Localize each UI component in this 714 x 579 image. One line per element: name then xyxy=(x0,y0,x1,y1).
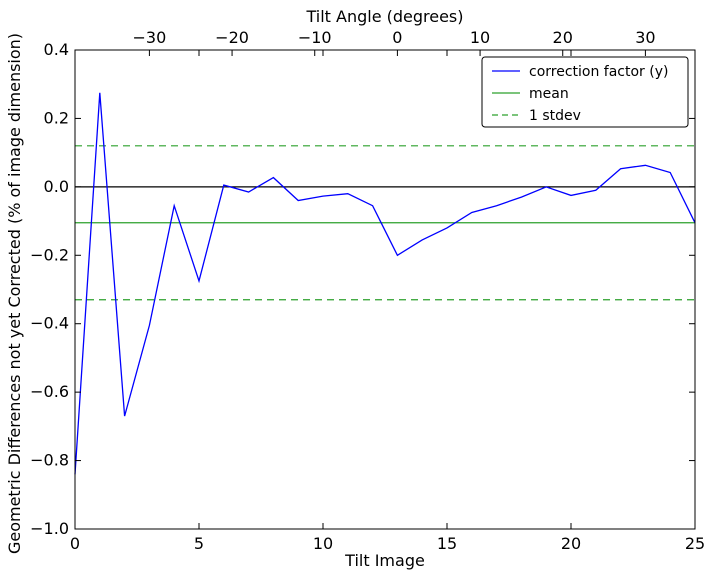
legend: correction factor (y) mean 1 stdev xyxy=(481,56,689,128)
y-tick-label: 0.4 xyxy=(44,40,69,59)
y-axis-label: Geometric Differences not yet Corrected … xyxy=(5,33,24,554)
top-x-tick-label: −10 xyxy=(298,28,332,47)
top-x-tick-label: 0 xyxy=(392,28,402,47)
y-tick-label: 0.0 xyxy=(44,177,69,196)
top-x-tick-label: −30 xyxy=(133,28,167,47)
x-tick-label: 5 xyxy=(194,534,204,553)
y-tick-label: −1.0 xyxy=(30,519,69,538)
legend-box xyxy=(481,56,689,128)
y-tick-label: −0.6 xyxy=(30,382,69,401)
top-x-tick-label: −20 xyxy=(215,28,249,47)
top-x-axis: −30 −20 −10 0 10 20 30 xyxy=(133,28,656,56)
x-tick-label: 25 xyxy=(685,534,705,553)
legend-label-mean: mean xyxy=(529,86,569,102)
top-x-axis-label: Tilt Angle (degrees) xyxy=(305,7,463,26)
x-tick-label: 10 xyxy=(313,534,333,553)
left-y-axis: −1.0 −0.8 −0.6 −0.4 −0.2 0.0 0.2 0.4 xyxy=(30,40,695,538)
legend-label-stdev: 1 stdev xyxy=(529,108,581,124)
y-tick-label: −0.8 xyxy=(30,451,69,470)
legend-label-correction-factor: correction factor (y) xyxy=(529,64,668,80)
top-x-tick-label: 20 xyxy=(553,28,573,47)
x-tick-label: 0 xyxy=(70,534,80,553)
series-line-correction-factor xyxy=(74,92,696,475)
x-axis-label: Tilt Image xyxy=(344,551,425,570)
x-tick-label: 20 xyxy=(561,534,581,553)
x-tick-label: 15 xyxy=(437,534,457,553)
top-x-tick-label: 30 xyxy=(635,28,655,47)
reference-lines xyxy=(75,145,695,301)
series-layer xyxy=(74,92,696,475)
top-x-tick-label: 10 xyxy=(470,28,490,47)
y-tick-label: −0.4 xyxy=(30,314,69,333)
y-tick-label: −0.2 xyxy=(30,245,69,264)
y-tick-label: 0.2 xyxy=(44,108,69,127)
plot-frame xyxy=(74,49,696,530)
bottom-x-axis: 0 5 10 15 20 25 xyxy=(70,50,705,553)
